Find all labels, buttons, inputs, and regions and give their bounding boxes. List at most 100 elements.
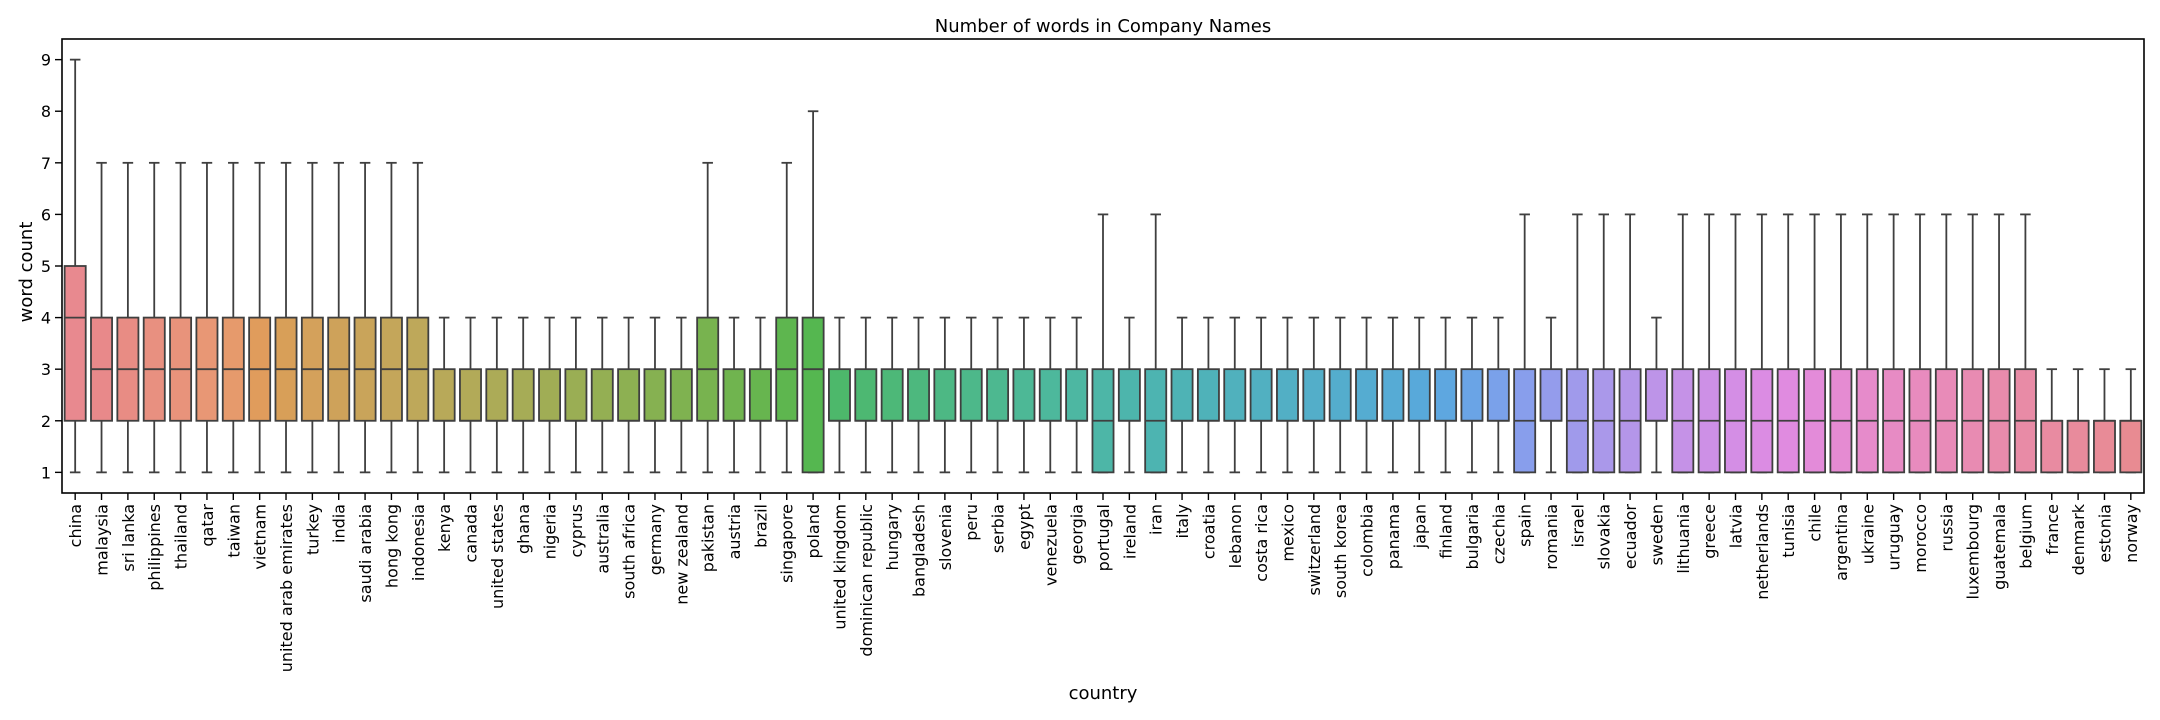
box-finland [1434,316,1458,474]
box-czechia [1486,316,1510,474]
x-tick-label: sweden [1647,504,1666,565]
iqr-box [2066,419,2090,474]
x-axis-title: country [1069,683,1138,704]
box-saudi-arabia [353,161,377,474]
box-italy [1170,316,1194,474]
x-tick-label: greece [1700,504,1719,559]
box-costa-rica [1249,316,1273,474]
x-tick-label: iran [1147,504,1166,535]
x-tick-label: ukraine [1858,504,1877,564]
box-united-states [485,316,509,474]
x-tick-label: portugal [1094,504,1113,571]
box-japan [1407,316,1431,474]
box-singapore [775,161,799,474]
box-norway [2119,368,2143,474]
x-tick-label: malaysia [93,504,112,576]
iqr-box [669,368,693,422]
iqr-box [485,368,509,422]
box-france [2040,368,2064,474]
box-ireland [1117,316,1141,474]
iqr-box [1170,368,1194,422]
iqr-box [722,368,746,422]
x-tick-label: costa rica [1252,504,1271,582]
x-tick-label: slovakia [1595,504,1614,569]
box-belgium [2013,213,2037,474]
box-switzerland [1302,316,1326,474]
x-tick-label: luxembourg [1964,504,1983,600]
box-qatar [195,161,219,474]
iqr-box [1355,368,1378,422]
x-tick-label: pakistan [699,504,718,572]
box-united-kingdom [828,316,851,474]
x-tick-label: denmark [2069,503,2088,575]
x-tick-label: belgium [2016,504,2035,569]
iqr-box [590,368,614,422]
box-indonesia [406,161,430,474]
box-ukraine [1855,213,1879,474]
x-tick-label: new zealand [672,504,691,605]
x-tick-label: slovenia [936,504,955,570]
box-romania [1539,316,1563,474]
box-chile [1803,213,1827,474]
x-tick-label: france [2043,504,2062,555]
x-tick-label: brazil [751,504,770,548]
box-slovakia [1592,213,1616,474]
box-united-arab-emirates [274,161,298,474]
iqr-box [933,368,957,422]
iqr-box [1276,368,1299,422]
box-philippines [142,161,166,474]
y-tick-label: 2 [41,412,51,431]
x-axis: china malaysia sri lanka philippines thailan… [66,493,2141,672]
iqr-box [617,368,641,422]
x-tick-label: lebanon [1226,504,1245,568]
y-tick-label: 7 [41,154,51,173]
iqr-box [1434,368,1458,422]
box-turkey [300,161,324,474]
box-denmark [2066,368,2090,474]
iqr-box [959,368,983,422]
x-tick-label: russia [1937,504,1956,552]
box-israel [1565,213,1589,474]
box-luxembourg [1961,213,1985,474]
iqr-box [986,368,1010,422]
x-tick-label: qatar [198,504,217,547]
iqr-box [854,368,878,422]
y-tick-label: 5 [41,257,51,276]
box-australia [590,316,614,474]
box-croatia [1196,316,1220,474]
x-tick-label: norway [2122,504,2141,563]
x-tick-label: lithuania [1674,504,1693,574]
box-south-korea [1328,316,1352,474]
x-tick-label: spain [1516,504,1535,547]
x-tick-label: united kingdom [830,504,849,630]
chart-title: Number of words in Company Names [935,16,1271,37]
x-tick-label: latvia [1727,504,1746,548]
box-latvia [1724,213,1747,474]
iqr-box [1038,368,1062,422]
box-sweden [1645,316,1668,474]
box-colombia [1355,316,1378,474]
iqr-box [1223,368,1247,422]
x-tick-label: south africa [620,504,639,599]
y-tick-label: 3 [41,360,51,379]
box-georgia [1065,316,1089,474]
iqr-box [1539,368,1563,422]
x-tick-label: cyprus [567,504,586,557]
box-serbia [986,316,1010,474]
x-tick-label: finland [1437,504,1456,559]
x-tick-label: venezuela [1041,504,1060,586]
iqr-box [880,368,904,422]
box-bulgaria [1460,316,1484,474]
box-lithuania [1671,213,1695,474]
box-dominican-republic [854,316,878,474]
box-lebanon [1223,316,1247,474]
box-peru [959,316,983,474]
x-tick-label: germany [646,504,665,575]
x-tick-label: thailand [172,504,191,569]
box-ghana [511,316,535,474]
iqr-box [801,316,825,474]
box-germany [643,316,667,474]
iqr-box [63,265,87,422]
x-tick-label: panama [1384,504,1403,569]
